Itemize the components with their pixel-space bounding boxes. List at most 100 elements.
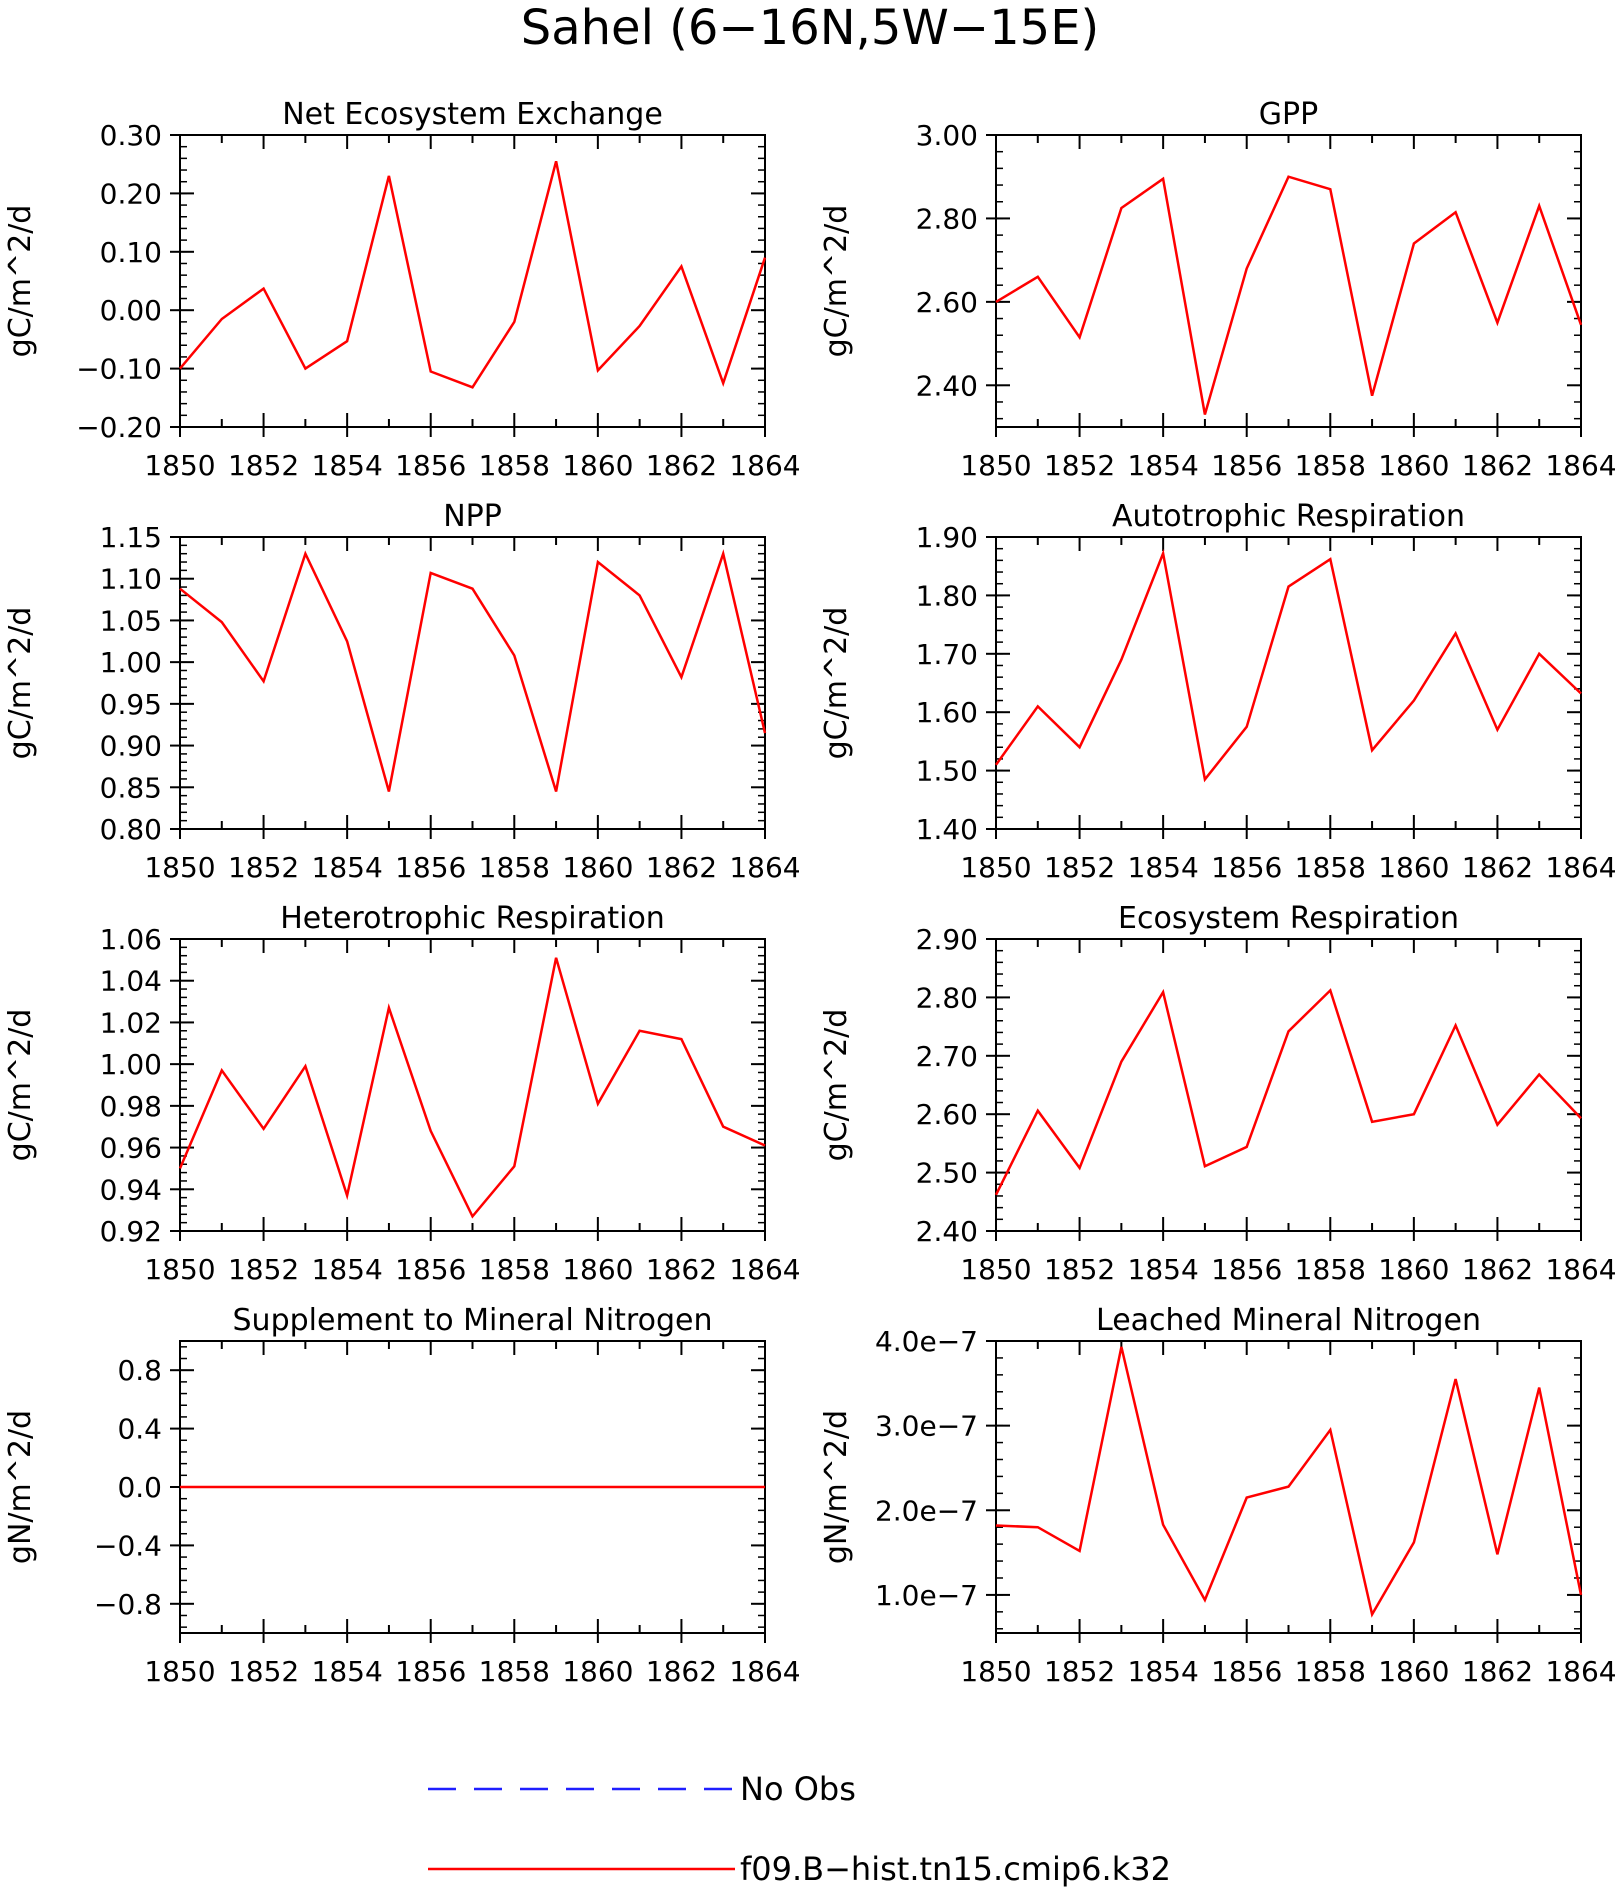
- x-tick-label: 1854: [312, 1253, 383, 1286]
- y-tick-label: 1.00: [100, 1048, 162, 1081]
- y-tick-label: 2.90: [916, 923, 978, 956]
- y-tick-label: 0.8: [117, 1354, 162, 1387]
- x-tick-label: 1862: [646, 1655, 717, 1688]
- y-tick-label: −0.20: [76, 411, 162, 444]
- x-tick-label: 1850: [960, 449, 1031, 482]
- series-line: [179, 160, 767, 389]
- y-axis-label: gC/m^2/d: [3, 607, 38, 760]
- x-tick-label: 1850: [144, 449, 215, 482]
- panel-3: Autotrophic Respiration gC/m^2/d 1850 1852 1…: [819, 499, 1617, 884]
- x-tick-label: 1864: [729, 449, 800, 482]
- y-tick-label: 2.50: [916, 1157, 978, 1190]
- y-tick-label: 0.4: [117, 1413, 162, 1446]
- y-tick-label: 2.80: [916, 981, 978, 1014]
- plot-frame: [995, 536, 1582, 830]
- x-tick-label: 1862: [1462, 449, 1533, 482]
- x-tick-label: 1862: [646, 449, 717, 482]
- y-tick-label: 2.40: [916, 1215, 978, 1248]
- x-tick-label: 1852: [1044, 449, 1115, 482]
- figure-title: Sahel (6−16N,5W−15E): [521, 0, 1100, 56]
- x-tick-label: 1858: [479, 851, 550, 884]
- panel-6: Supplement to Mineral Nitrogen gN/m^2/d 18…: [3, 1303, 801, 1688]
- y-tick-label: 0.85: [100, 771, 162, 804]
- y-tick-label: 0.0: [117, 1471, 162, 1504]
- y-tick-label: −0.4: [94, 1529, 162, 1562]
- x-tick-label: 1854: [312, 449, 383, 482]
- y-tick-label: 0.80: [100, 813, 162, 846]
- plot-frame: [179, 938, 766, 1232]
- x-tick-label: 1852: [228, 1655, 299, 1688]
- x-tick-label: 1856: [1211, 1253, 1282, 1286]
- x-tick-label: 1864: [1545, 1655, 1616, 1688]
- x-tick-label: 1862: [1462, 1253, 1533, 1286]
- x-tick-label: 1856: [395, 1253, 466, 1286]
- panel-1: GPP gC/m^2/d 1850 1852 1854 1856 1858 1860 1862 1…: [819, 97, 1617, 482]
- panel-title: Net Ecosystem Exchange: [282, 97, 663, 132]
- legend-label-model: f09.B−hist.tn15.cmip6.k32: [740, 1850, 1171, 1888]
- y-tick-label: 2.60: [916, 286, 978, 319]
- panel-7: Leached Mineral Nitrogen gN/m^2/d 1850 1852…: [819, 1303, 1617, 1688]
- y-tick-label: 0.90: [100, 730, 162, 763]
- x-tick-label: 1854: [312, 1655, 383, 1688]
- y-tick-label: 1.0e−7: [875, 1579, 978, 1612]
- x-tick-label: 1862: [646, 1253, 717, 1286]
- x-tick-label: 1860: [1378, 1655, 1449, 1688]
- y-tick-label: 0.30: [100, 119, 162, 152]
- series-line: [994, 548, 1582, 783]
- y-tick-label: 0.20: [100, 177, 162, 210]
- panel-title: Leached Mineral Nitrogen: [1096, 1303, 1481, 1338]
- y-tick-label: 0.94: [100, 1173, 162, 1206]
- y-tick-label: 1.00: [100, 646, 162, 679]
- y-tick-label: 1.05: [100, 604, 162, 637]
- x-tick-label: 1858: [479, 449, 550, 482]
- y-axis-label: gC/m^2/d: [3, 205, 38, 358]
- x-tick-label: 1862: [1462, 851, 1533, 884]
- x-tick-label: 1860: [562, 449, 633, 482]
- x-tick-label: 1860: [1378, 1253, 1449, 1286]
- y-tick-label: 3.00: [916, 119, 978, 152]
- x-tick-label: 1858: [479, 1655, 550, 1688]
- x-tick-label: 1850: [144, 1253, 215, 1286]
- x-tick-label: 1850: [144, 1655, 215, 1688]
- x-tick-label: 1864: [729, 1655, 800, 1688]
- x-tick-label: 1864: [1545, 851, 1616, 884]
- y-tick-label: 1.90: [916, 521, 978, 554]
- y-tick-label: 0.98: [100, 1090, 162, 1123]
- panel-4: Heterotrophic Respiration gC/m^2/d 1850 185…: [3, 901, 801, 1286]
- series-line: [995, 1346, 1583, 1618]
- panels: Net Ecosystem Exchange gC/m^2/d 1850 1852 18…: [3, 97, 1617, 1688]
- y-axis-label: gC/m^2/d: [819, 607, 854, 760]
- x-tick-label: 1858: [1295, 449, 1366, 482]
- y-axis-label: gC/m^2/d: [819, 205, 854, 358]
- x-tick-label: 1850: [960, 851, 1031, 884]
- x-tick-label: 1854: [1128, 1655, 1199, 1688]
- x-tick-label: 1864: [729, 1253, 800, 1286]
- series-line: [995, 175, 1583, 415]
- y-tick-label: 1.80: [916, 579, 978, 612]
- panel-title: GPP: [1259, 97, 1318, 132]
- x-tick-label: 1860: [562, 851, 633, 884]
- panel-5: Ecosystem Respiration gC/m^2/d 1850 1852 185…: [819, 901, 1617, 1286]
- x-tick-label: 1860: [562, 1253, 633, 1286]
- x-tick-label: 1860: [562, 1655, 633, 1688]
- x-tick-label: 1850: [144, 851, 215, 884]
- x-tick-label: 1858: [1295, 1655, 1366, 1688]
- x-tick-label: 1856: [1211, 449, 1282, 482]
- plot-frame: [995, 938, 1582, 1232]
- y-axis-label: gC/m^2/d: [3, 1009, 38, 1162]
- y-tick-label: 1.60: [916, 696, 978, 729]
- y-axis-label: gN/m^2/d: [819, 1410, 854, 1564]
- panel-title: Autotrophic Respiration: [1112, 499, 1465, 534]
- panel-title: NPP: [443, 499, 502, 534]
- x-tick-label: 1856: [395, 449, 466, 482]
- x-tick-label: 1850: [960, 1253, 1031, 1286]
- x-tick-label: 1852: [228, 1253, 299, 1286]
- legend-label-no-obs: No Obs: [740, 1770, 856, 1808]
- y-tick-label: 4.0e−7: [875, 1325, 978, 1358]
- x-tick-label: 1864: [1545, 449, 1616, 482]
- x-tick-label: 1856: [1211, 1655, 1282, 1688]
- x-tick-label: 1852: [1044, 851, 1115, 884]
- plot-frame: [179, 134, 766, 428]
- y-tick-label: 0.92: [100, 1215, 162, 1248]
